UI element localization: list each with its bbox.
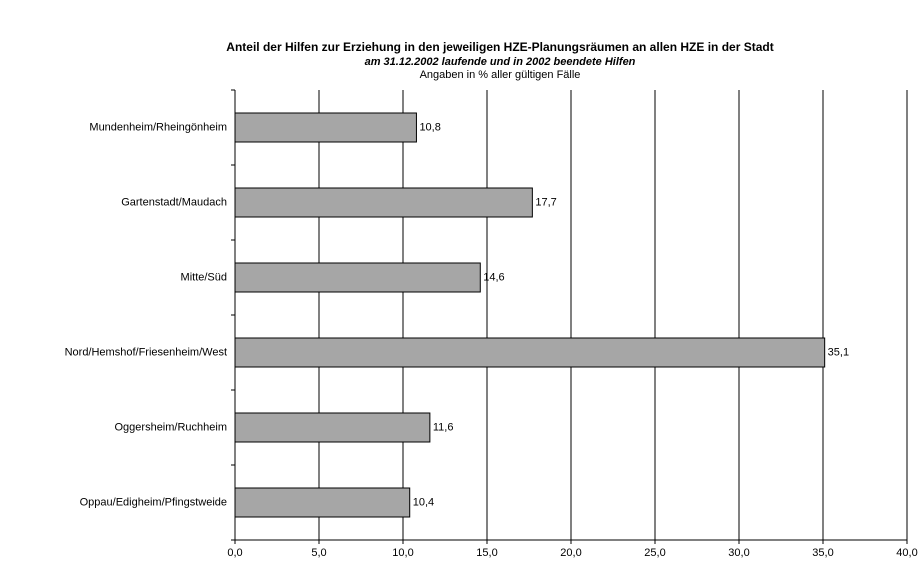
y-tick-label: Mitte/Süd — [181, 271, 227, 283]
x-tick-label: 30,0 — [728, 547, 749, 559]
data-label: 17,7 — [535, 196, 556, 208]
x-tick-label: 0,0 — [227, 547, 242, 559]
bar — [234, 112, 417, 143]
y-tick-label: Oppau/Edigheim/Pfingstweide — [80, 496, 227, 508]
data-label: 35,1 — [828, 346, 849, 358]
x-tick-label: 35,0 — [812, 547, 833, 559]
x-tick-label: 20,0 — [560, 547, 581, 559]
data-label: 14,6 — [483, 271, 504, 283]
x-tick-label: 5,0 — [311, 547, 326, 559]
chart-title: Anteil der Hilfen zur Erziehung in den j… — [226, 40, 773, 54]
bar — [234, 412, 431, 443]
x-tick-label: 40,0 — [896, 547, 917, 559]
y-tick-label: Oggersheim/Ruchheim — [115, 421, 228, 433]
bar — [234, 262, 481, 293]
y-tick-label: Gartenstadt/Maudach — [121, 196, 227, 208]
x-tick-label: 15,0 — [476, 547, 497, 559]
y-tick-label: Nord/Hemshof/Friesenheim/West — [65, 346, 227, 358]
bar — [234, 187, 533, 218]
chart-subtitle: am 31.12.2002 laufende und in 2002 beend… — [365, 56, 636, 68]
data-label: 10,8 — [419, 121, 440, 133]
bar — [234, 487, 411, 518]
data-label: 10,4 — [413, 496, 434, 508]
x-tick-label: 10,0 — [392, 547, 413, 559]
bar — [234, 337, 826, 368]
data-label: 11,6 — [433, 421, 454, 433]
x-tick-label: 25,0 — [644, 547, 665, 559]
chart-note: Angaben in % aller gültigen Fälle — [420, 69, 581, 81]
y-tick-label: Mundenheim/Rheingönheim — [89, 121, 227, 133]
